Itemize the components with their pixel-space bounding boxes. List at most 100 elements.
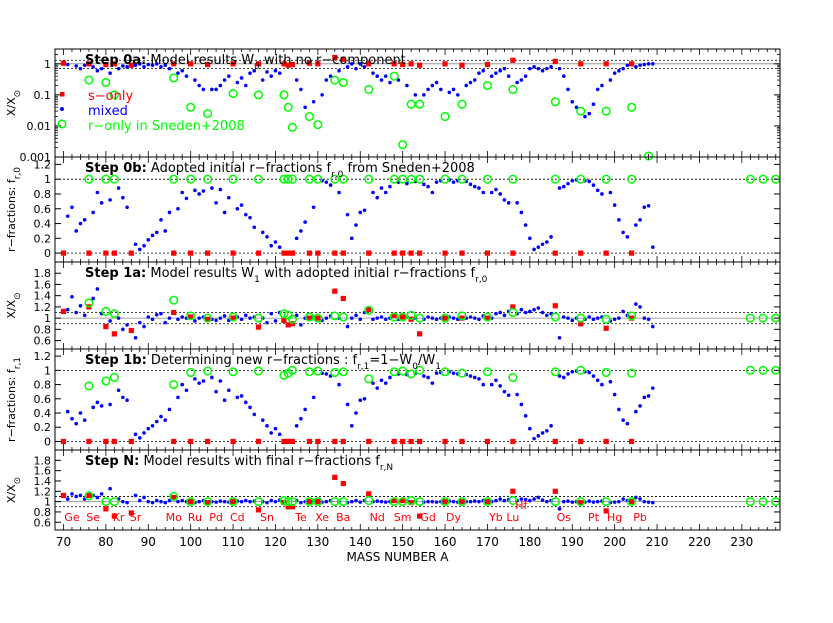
s-only-point [552,303,558,309]
mixed-point [210,186,214,190]
mixed-point [549,424,553,428]
mixed-point [269,311,274,316]
mixed-point [167,407,172,412]
mixed-point [82,418,87,422]
mixed-point [277,245,282,250]
mixed-point [472,316,477,320]
mixed-point [137,436,142,440]
r-only-point [338,77,348,88]
mixed-point [91,65,95,69]
mixed-point [146,499,151,504]
mixed-point [591,500,596,504]
legend-label-s-only: s−only [88,89,133,104]
y-tick-label: 1.2 [34,485,52,498]
mixed-point [265,235,269,239]
mixed-point [167,66,172,71]
mixed-point [95,400,100,405]
r-only-point [457,368,467,378]
s-only-point [391,497,397,504]
r-only-point [508,307,518,318]
element-label: Yb [488,511,503,524]
mixed-point [566,372,570,376]
s-only-point [111,513,117,519]
s-only-point [417,62,423,68]
s-only-point [603,250,609,256]
mixed-point [591,102,596,107]
r-only-point [550,367,560,377]
y-tick-label: 0.6 [34,516,52,529]
mixed-point [515,201,519,205]
mixed-point [243,498,248,503]
x-tick-label: 230 [730,535,753,549]
s-only-point [578,61,584,67]
r-only-point [101,77,111,88]
mixed-point [320,93,324,97]
s-only-point [128,62,134,68]
mixed-point [235,395,240,400]
mixed-point [494,498,498,503]
s-only-point [60,250,67,256]
mixed-point [358,317,363,322]
s-only-point [188,499,194,505]
mixed-point [159,414,163,419]
x-tick-label: 80 [98,535,113,549]
mixed-point [243,313,248,318]
mixed-point [557,374,562,378]
mixed-point [502,498,507,503]
mixed-point [349,424,354,428]
mixed-point [82,313,87,318]
mixed-point [383,500,388,504]
r-only-point [601,314,611,324]
s-only-point [289,250,296,256]
s-only-point [86,61,92,67]
mixed-point [570,318,575,323]
mixed-point [362,208,367,213]
panel-title: Step 1b: Determining new r−fractions : f… [85,353,441,372]
mixed-point [477,186,481,190]
mixed-point [358,210,363,215]
mixed-point [472,375,477,380]
mixed-point [587,111,592,116]
s-only-point [484,438,491,445]
x-tick-label: 130 [306,535,329,549]
mixed-point [354,498,358,503]
mixed-point [481,190,486,195]
r-only-point [758,313,768,323]
s-only-point [629,438,635,445]
s-only-point [285,504,291,510]
mixed-point [337,382,341,387]
mixed-point [634,302,638,306]
mixed-point [65,307,70,312]
mixed-point [519,402,524,407]
r-only-point [84,381,94,391]
mixed-point [349,62,354,66]
mixed-point [434,500,439,504]
mixed-point [82,63,87,68]
s-only-point [391,312,397,318]
r-only-point [84,174,94,184]
r-only-point [338,367,348,377]
s-only-point [603,438,609,445]
r-only-point [169,295,179,305]
mixed-point [235,80,240,85]
mixed-point [116,186,121,190]
mixed-point [197,381,201,385]
mixed-point [354,313,358,318]
s-only-point [306,499,312,505]
mixed-point [422,93,426,97]
mixed-point [150,317,155,322]
mixed-point [617,316,621,320]
r-only-point [287,365,297,375]
mixed-point [515,80,519,85]
mixed-point [197,316,201,320]
mixed-point [125,323,129,327]
mixed-point [489,74,494,78]
mixed-point [328,183,333,187]
mixed-point [383,74,388,78]
mixed-point [383,317,388,322]
mixed-point [519,210,524,215]
mixed-point [536,66,541,71]
r-only-point [576,497,586,507]
s-only-point [205,61,211,68]
